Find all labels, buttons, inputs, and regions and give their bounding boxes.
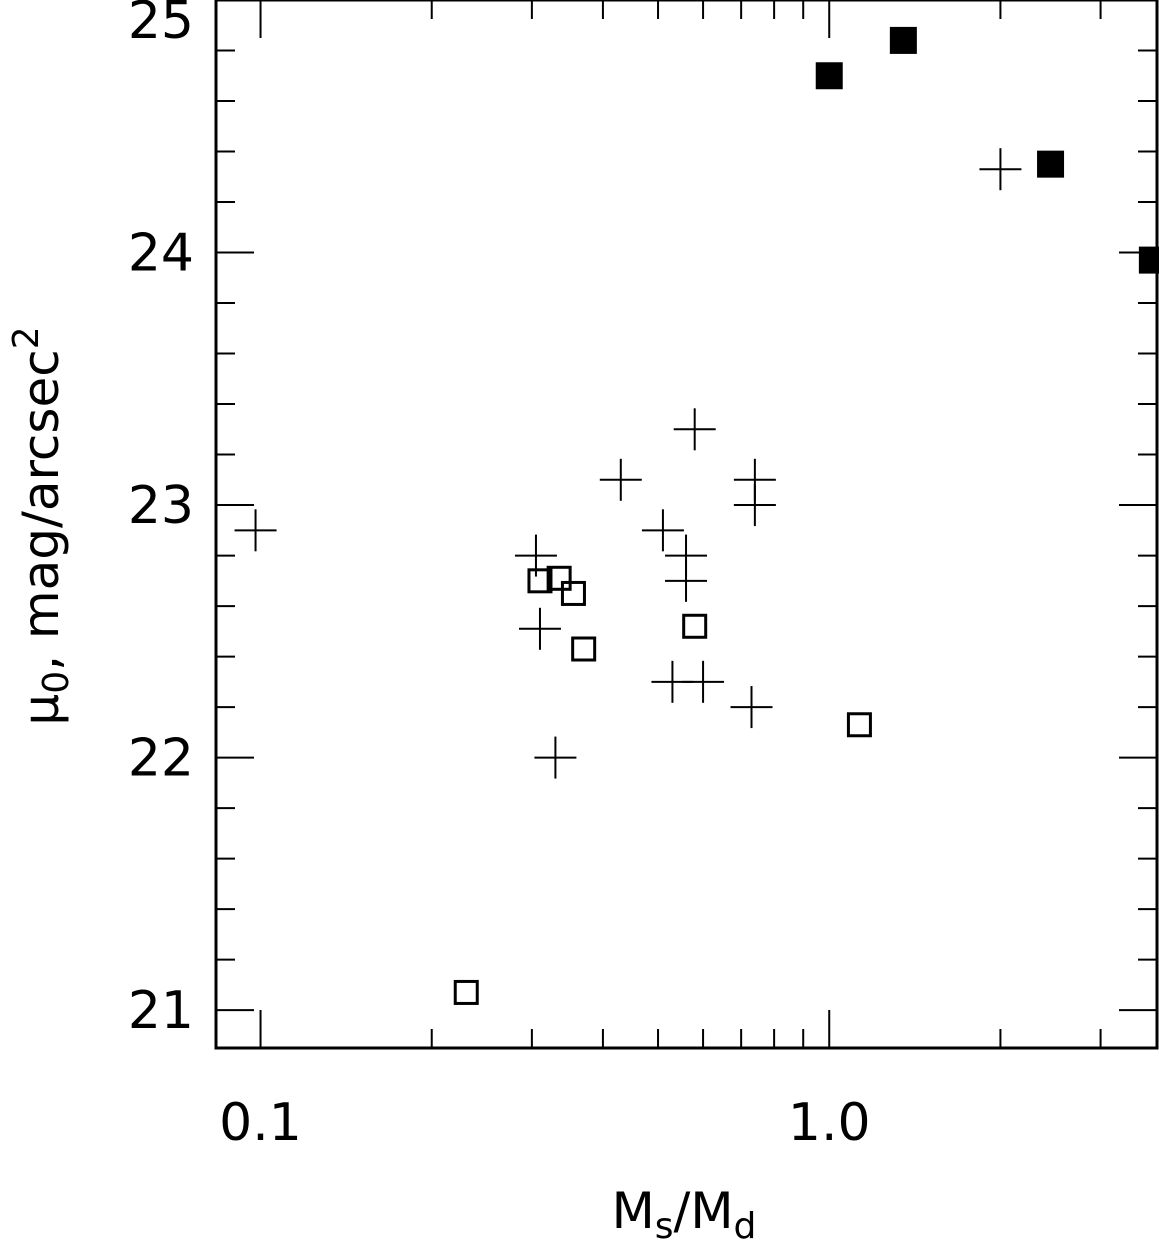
axis-ticks <box>216 0 1157 1048</box>
x-tick-label: 1.0 <box>788 1093 871 1153</box>
plus-point <box>733 484 776 527</box>
filled-square-point <box>1138 246 1159 274</box>
x-axis-title: Ms/Md <box>612 1182 757 1243</box>
plus-point <box>979 148 1022 191</box>
plus-point <box>599 458 642 501</box>
y-tick-label: 21 <box>128 981 194 1041</box>
plus-point <box>730 686 773 729</box>
x-tick-label: 0.1 <box>219 1093 302 1153</box>
plus-point <box>641 509 684 552</box>
plus-point <box>518 607 561 650</box>
plus-point <box>682 660 725 703</box>
y-tick-label: 23 <box>128 476 194 536</box>
plus-point <box>534 736 577 779</box>
y-axis-title: μ0, mag/arcsec2 <box>6 326 77 725</box>
plot-frame <box>214 0 1159 1050</box>
open-square-point <box>846 712 872 738</box>
tick-labels: 0.1 1.0 21 22 23 24 25 <box>128 0 871 1153</box>
filled-square-point <box>889 26 917 54</box>
open-square-point <box>546 565 572 591</box>
open-square-point <box>560 580 586 606</box>
y-tick-label: 24 <box>128 224 194 284</box>
open-square-point <box>682 613 708 639</box>
filled-square-point <box>815 62 843 90</box>
open-square-point <box>527 568 553 594</box>
y-tick-label: 22 <box>128 729 194 789</box>
plus-point <box>665 559 708 602</box>
filled-square-point <box>1037 150 1065 178</box>
data-marks <box>234 26 1159 1005</box>
open-square-point <box>453 979 479 1005</box>
plus-point <box>673 408 716 451</box>
open-square-point <box>571 636 597 662</box>
y-tick-label: 25 <box>128 0 194 51</box>
plus-point <box>234 509 277 552</box>
